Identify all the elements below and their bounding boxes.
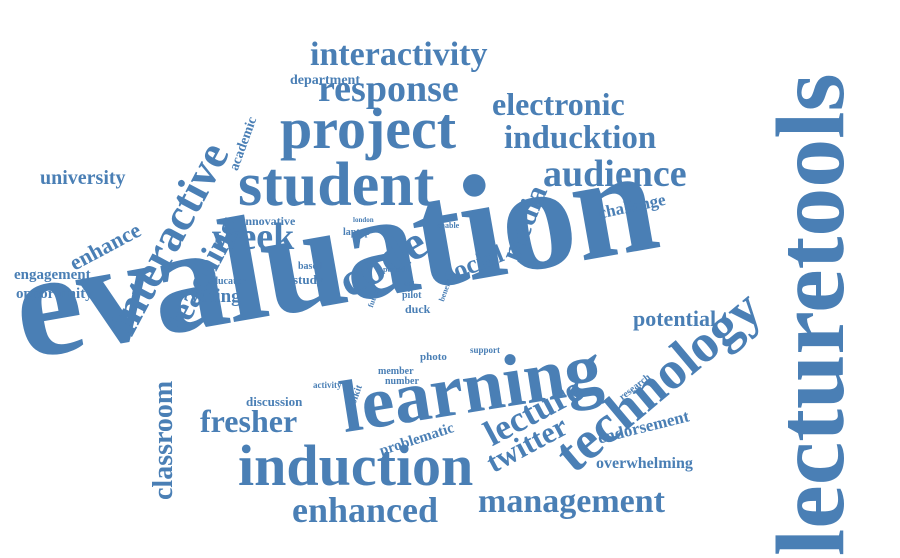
word-number: number	[385, 376, 419, 387]
word-electronic: electronic	[492, 86, 625, 122]
word-potential: potential	[633, 306, 717, 331]
word-week: week	[212, 216, 295, 258]
word-fresher: fresher	[200, 403, 298, 439]
word-tool: tool	[403, 280, 415, 288]
word-interactivity: interactivity	[310, 36, 488, 73]
word-based: based	[298, 261, 323, 272]
word-university: university	[40, 167, 126, 189]
word-enhanced: enhanced	[292, 490, 439, 530]
word-audience: audience	[543, 153, 687, 195]
word-classroom: classroom	[148, 380, 179, 500]
word-inducktion: inducktion	[504, 120, 657, 156]
word-innovative: innovative	[242, 214, 296, 228]
word-management: management	[478, 483, 665, 520]
word-lecturetools: lecturetools	[757, 73, 865, 556]
word-response: response	[318, 68, 459, 110]
word-opportunity: opportunity	[16, 286, 93, 302]
word-period: period	[383, 265, 406, 274]
word-student: student	[238, 151, 435, 219]
word-voting: voting	[190, 286, 241, 307]
word-project: project	[280, 96, 457, 161]
word-induction: induction	[238, 433, 474, 498]
word-laptop: laptop	[343, 227, 371, 238]
word-support: support	[470, 345, 501, 355]
word-overwhelming: overwhelming	[596, 455, 693, 472]
word-pilot: pilot	[402, 290, 422, 301]
word-study: study	[293, 272, 324, 287]
word-member: member	[378, 366, 414, 377]
word-department: department	[290, 73, 360, 88]
word-discussion: discussion	[246, 394, 303, 409]
word-duck: duck	[405, 302, 431, 316]
word-engagement: engagement	[14, 267, 91, 283]
word-enable: enable	[437, 221, 460, 230]
word-educator: educator	[208, 276, 246, 287]
word-activity: activity	[313, 380, 342, 390]
word-photo: photo	[420, 351, 447, 363]
word-london: london	[353, 216, 374, 224]
